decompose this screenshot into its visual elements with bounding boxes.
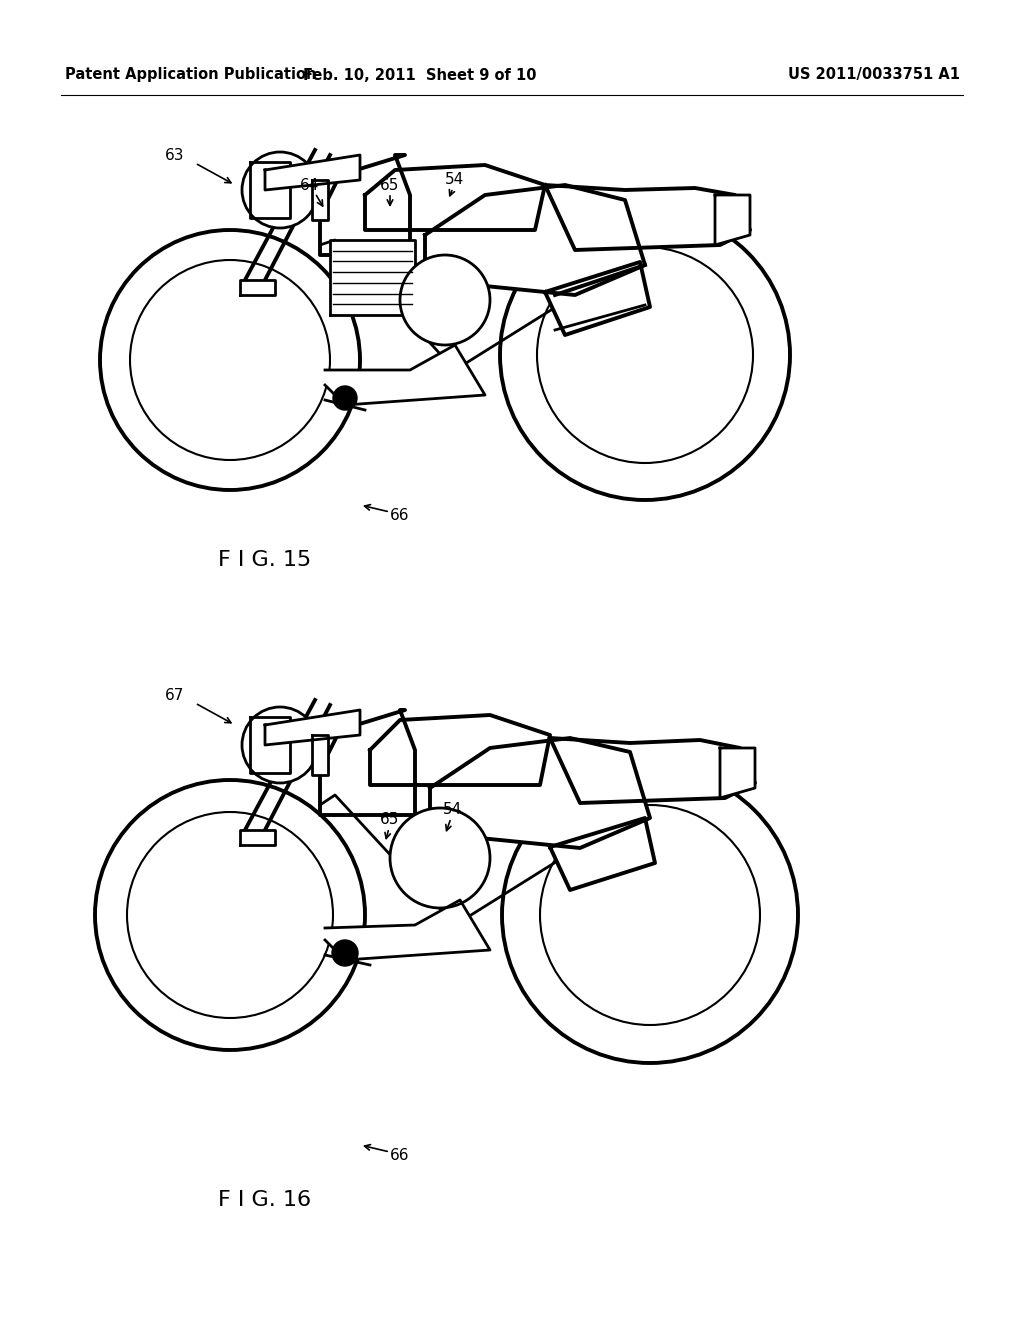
Polygon shape (319, 154, 410, 255)
Polygon shape (550, 818, 655, 890)
Polygon shape (550, 738, 755, 803)
Text: Patent Application Publication: Patent Application Publication (65, 67, 316, 82)
Polygon shape (312, 735, 328, 775)
Text: 65: 65 (380, 177, 399, 193)
Polygon shape (370, 715, 550, 785)
Text: 67: 67 (165, 688, 184, 702)
Polygon shape (545, 185, 750, 249)
Polygon shape (325, 900, 490, 960)
Circle shape (390, 808, 490, 908)
Polygon shape (425, 185, 645, 294)
Polygon shape (250, 162, 290, 218)
Circle shape (400, 255, 490, 345)
Text: 64: 64 (300, 177, 319, 193)
Circle shape (242, 152, 318, 228)
Text: Feb. 10, 2011  Sheet 9 of 10: Feb. 10, 2011 Sheet 9 of 10 (303, 67, 537, 82)
Circle shape (100, 230, 360, 490)
Circle shape (332, 940, 358, 966)
Polygon shape (330, 240, 415, 315)
Text: F I G. 15: F I G. 15 (218, 550, 311, 570)
Polygon shape (240, 280, 275, 294)
Text: 63: 63 (165, 148, 184, 162)
Polygon shape (325, 345, 485, 405)
Polygon shape (720, 748, 755, 799)
Circle shape (242, 708, 318, 783)
Polygon shape (250, 717, 290, 774)
Text: US 2011/0033751 A1: US 2011/0033751 A1 (788, 67, 961, 82)
Text: 65: 65 (380, 813, 399, 828)
Polygon shape (265, 154, 360, 190)
Circle shape (333, 385, 357, 411)
Text: F I G. 16: F I G. 16 (218, 1191, 311, 1210)
Polygon shape (265, 710, 360, 744)
Text: 54: 54 (443, 803, 463, 817)
Circle shape (500, 210, 790, 500)
Polygon shape (240, 830, 275, 845)
Text: 66: 66 (390, 1147, 410, 1163)
Circle shape (502, 767, 798, 1063)
Polygon shape (312, 180, 328, 220)
Text: 66: 66 (390, 507, 410, 523)
Polygon shape (715, 195, 750, 246)
Polygon shape (319, 710, 415, 814)
Circle shape (95, 780, 365, 1049)
Polygon shape (545, 261, 650, 335)
Polygon shape (430, 738, 650, 847)
Polygon shape (365, 165, 545, 230)
Text: 54: 54 (445, 173, 465, 187)
